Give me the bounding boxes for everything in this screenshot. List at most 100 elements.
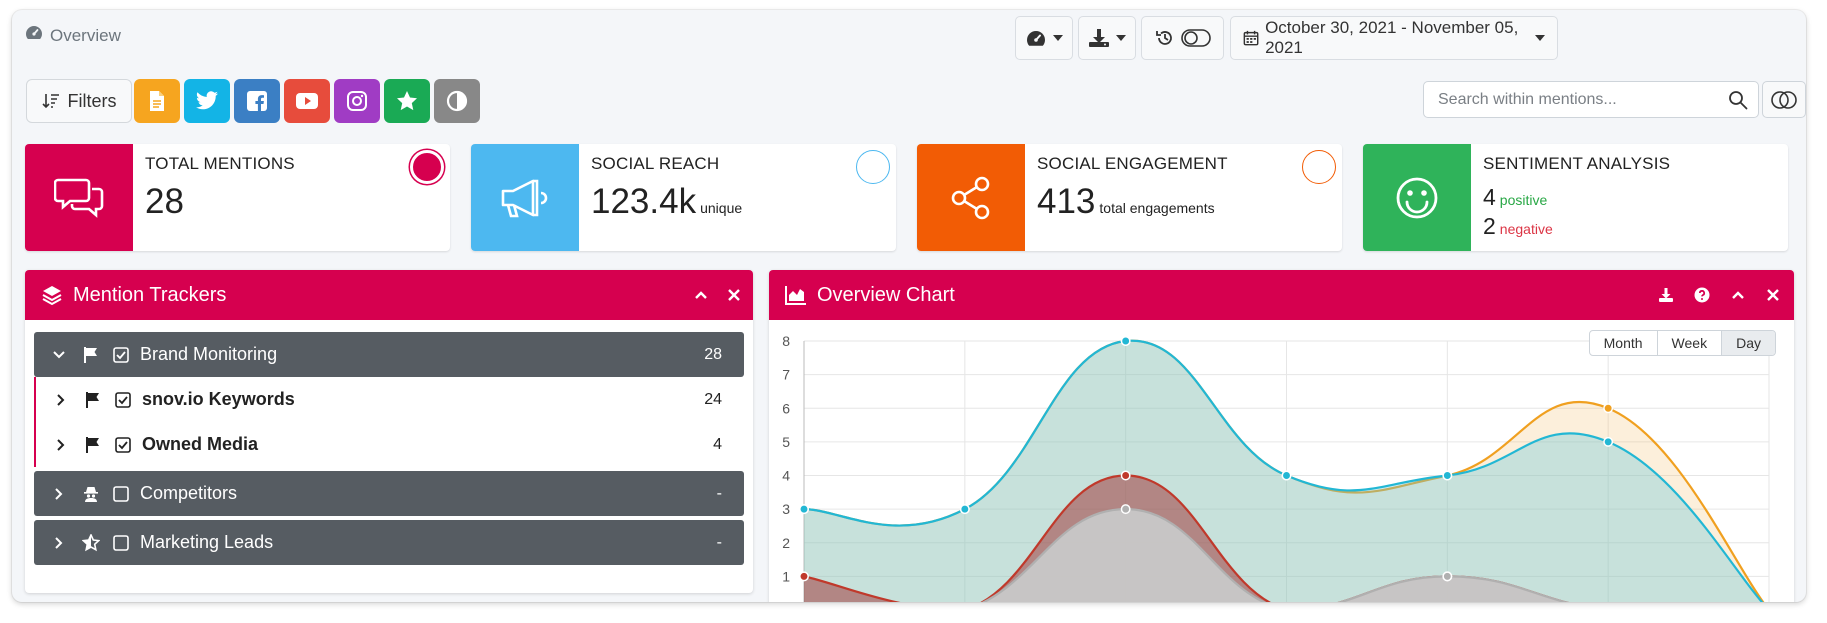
history-icon <box>1155 31 1172 45</box>
date-range-text: October 30, 2021 - November 05, 2021 <box>1265 18 1519 57</box>
tracker-count: 28 <box>704 345 722 363</box>
social-reach-card: SOCIAL REACH 123.4k unique <box>471 144 896 251</box>
source-contrast-button[interactable] <box>434 79 480 123</box>
toggle-off-icon[interactable] <box>1180 28 1211 48</box>
chevron-down-icon <box>1053 35 1063 41</box>
dashboard-menu-button[interactable] <box>1015 16 1073 60</box>
area-chart-icon <box>785 286 806 305</box>
chevron-right-icon[interactable] <box>42 536 76 550</box>
engagement-unit: total engagements <box>1099 200 1215 216</box>
close-icon[interactable] <box>1766 288 1780 302</box>
tracker-row-owned-media[interactable]: Owned Media 4 <box>34 422 744 467</box>
search-icon[interactable] <box>1728 90 1748 110</box>
star-half-icon <box>76 533 106 552</box>
collapse-icon[interactable] <box>693 287 709 303</box>
search-input[interactable] <box>1438 90 1728 109</box>
smile-icon <box>1396 177 1438 218</box>
tracker-row-snovio-keywords[interactable]: snov.io Keywords 24 <box>34 377 744 422</box>
positive-count: 4 <box>1483 184 1496 210</box>
y-tick-label: 6 <box>782 400 790 416</box>
tracker-count: - <box>716 533 722 551</box>
chevron-right-icon[interactable] <box>42 487 76 501</box>
tracker-label: Brand Monitoring <box>140 344 278 364</box>
chevron-down-icon <box>1116 35 1126 41</box>
checkbox-checked-icon[interactable] <box>106 346 136 363</box>
flag-icon <box>78 436 108 454</box>
help-icon[interactable] <box>1694 287 1710 303</box>
checkbox-checked-icon[interactable] <box>108 391 138 408</box>
tracker-label: Competitors <box>140 483 238 503</box>
source-twitter-button[interactable] <box>184 79 230 123</box>
tracker-count: 24 <box>704 390 722 408</box>
source-documents-button[interactable] <box>134 79 180 123</box>
reach-label: SOCIAL REACH <box>591 154 720 173</box>
data-point <box>799 504 809 515</box>
close-icon[interactable] <box>727 288 741 302</box>
page-title: Overview <box>24 23 121 48</box>
source-facebook-button[interactable] <box>234 79 280 123</box>
facebook-icon <box>247 91 267 111</box>
page-title-text: Overview <box>50 25 121 45</box>
engagement-icon-box <box>917 144 1025 251</box>
range-month-button[interactable]: Month <box>1603 335 1643 351</box>
dashboard-gauge-icon <box>24 23 44 48</box>
youtube-icon <box>296 93 318 109</box>
tracker-row-competitors[interactable]: Competitors - <box>34 471 744 516</box>
star-icon <box>397 91 417 111</box>
mention-trackers-title: Mention Trackers <box>73 283 227 306</box>
positive-label: positive <box>1499 192 1548 208</box>
chevron-right-icon[interactable] <box>44 438 78 452</box>
mentions-value: 28 <box>145 182 184 221</box>
y-tick-label: 5 <box>782 434 790 450</box>
tracker-count: 4 <box>713 435 722 453</box>
tracker-row-marketing-leads[interactable]: Marketing Leads - <box>34 520 744 565</box>
source-instagram-button[interactable] <box>334 79 380 123</box>
collapse-icon[interactable] <box>1730 287 1746 303</box>
compare-button[interactable] <box>1762 81 1806 118</box>
engagement-indicator <box>1302 150 1336 184</box>
flag-icon <box>78 391 108 409</box>
social-engagement-card: SOCIAL ENGAGEMENT 413 total engagements <box>917 144 1342 251</box>
mention-trackers-header: Mention Trackers <box>25 270 753 320</box>
contrast-icon <box>446 90 468 112</box>
y-tick-label: 4 <box>782 468 790 484</box>
share-icon <box>951 176 990 219</box>
sentiment-label: SENTIMENT ANALYSIS <box>1483 154 1671 173</box>
engagement-value: 413 <box>1037 182 1096 221</box>
range-week-button[interactable]: Week <box>1656 331 1722 355</box>
chart-range-selector: Month Week Day <box>1588 330 1776 356</box>
mention-search[interactable] <box>1423 81 1759 118</box>
checkbox-checked-icon[interactable] <box>108 436 138 453</box>
filters-label: Filters <box>67 90 117 111</box>
tracker-row-brand-monitoring[interactable]: Brand Monitoring 28 <box>34 332 744 377</box>
filters-button[interactable]: Filters <box>26 79 132 123</box>
total-mentions-card: TOTAL MENTIONS 28 <box>25 144 450 251</box>
source-reviews-button[interactable] <box>384 79 430 123</box>
engagement-label: SOCIAL ENGAGEMENT <box>1037 154 1228 173</box>
sentiment-analysis-card: SENTIMENT ANALYSIS 4 positive 2 negative <box>1363 144 1788 251</box>
chevron-down-icon[interactable] <box>42 348 76 362</box>
y-tick-label: 7 <box>782 367 790 383</box>
history-toggle-button[interactable] <box>1141 16 1224 60</box>
data-point <box>1603 436 1614 447</box>
download-icon[interactable] <box>1658 287 1674 303</box>
download-menu-button[interactable] <box>1078 16 1136 60</box>
checkbox-empty-icon[interactable] <box>106 485 136 502</box>
overview-chart-header: Overview Chart <box>769 270 1794 320</box>
range-day-button[interactable]: Day <box>1721 331 1775 355</box>
calendar-icon <box>1243 30 1259 46</box>
y-tick-label: 2 <box>782 535 790 551</box>
negative-label: negative <box>1499 221 1553 237</box>
data-point <box>1442 571 1453 582</box>
chevron-right-icon[interactable] <box>44 393 78 407</box>
checkbox-empty-icon[interactable] <box>106 534 136 551</box>
tracker-count: - <box>716 484 722 502</box>
spy-icon <box>76 485 106 503</box>
reach-indicator <box>856 150 890 184</box>
date-range-picker[interactable]: October 30, 2021 - November 05, 2021 <box>1230 16 1558 60</box>
download-icon <box>1089 29 1109 47</box>
flag-icon <box>76 346 106 364</box>
source-youtube-button[interactable] <box>284 79 330 123</box>
gauge-icon <box>1027 31 1045 46</box>
